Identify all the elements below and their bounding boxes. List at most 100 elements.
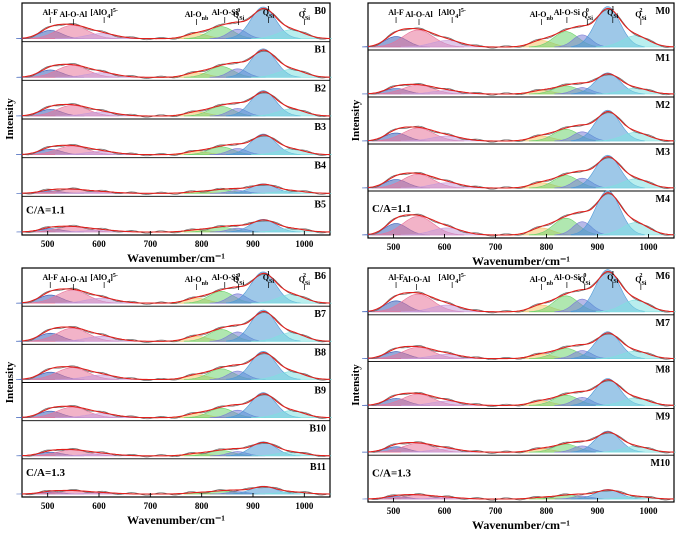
peak-label: QSi2	[635, 8, 647, 22]
peak-label: Al-O-Al	[405, 10, 433, 19]
ratio-label: C/A=1.1	[372, 203, 411, 215]
sample-label-B0: B0	[314, 6, 326, 17]
x-tick-label: 800	[540, 506, 554, 516]
peak-label: Al-Onb	[530, 275, 554, 287]
fitted-envelope	[367, 270, 674, 313]
fitted-envelope	[367, 192, 674, 236]
spectrum-M9	[362, 430, 676, 456]
spectrum-M1	[362, 72, 676, 98]
fitted-envelope	[21, 310, 330, 342]
x-axis-title: Wavenumber/cm⁻¹	[127, 251, 225, 265]
fitted-envelope	[367, 379, 674, 406]
fitted-envelope	[367, 111, 675, 142]
x-tick-label: 700	[489, 242, 503, 252]
sample-label-B2: B2	[314, 83, 326, 94]
spectrum-M4	[362, 190, 676, 237]
x-tick-label: 1000	[640, 242, 659, 252]
peak-label: [AlO4]5-	[90, 273, 118, 285]
x-tick-label: 900	[591, 242, 605, 252]
spectrum-B4	[16, 183, 332, 197]
measured-curve	[21, 135, 331, 157]
y-axis-title: Intensity	[350, 99, 362, 141]
spectrum-B5	[16, 218, 332, 234]
x-tick-label: 500	[41, 501, 55, 511]
x-tick-label: 500	[387, 242, 401, 252]
peak-label: Al-O-Si	[554, 273, 581, 282]
spectrum-M8	[362, 378, 676, 409]
spectrum-B2	[16, 90, 332, 120]
peak-label: QSi0	[233, 273, 245, 287]
measured-curve	[21, 394, 331, 420]
spectrum-M6	[362, 269, 676, 316]
peak-label: Al-F	[388, 8, 404, 17]
fitted-envelope	[21, 49, 330, 78]
fitted-envelope	[22, 183, 330, 194]
peak-label: QSi2	[635, 273, 647, 287]
spectrum-B6	[16, 271, 332, 307]
panel-bottom-left	[16, 267, 332, 498]
x-axis-title: Wavenumber/cm⁻¹	[127, 513, 225, 527]
sample-label-M3: M3	[656, 147, 670, 158]
spectrum-B9	[16, 392, 332, 422]
x-tick-label: 1000	[295, 501, 314, 511]
measured-curve	[367, 157, 675, 190]
sample-label-M8: M8	[656, 365, 670, 376]
ratio-label: C/A=1.3	[372, 467, 411, 479]
peak-label: Al-O-Al	[60, 275, 88, 284]
measured-curve	[21, 92, 331, 118]
x-tick-label: 600	[438, 506, 452, 516]
peak-label: Al-O-Si	[554, 8, 581, 17]
panel-top-left	[16, 2, 332, 236]
peak-label: Al-O-Si	[212, 8, 239, 17]
peak-label: [AlO4]5-	[438, 8, 466, 20]
sample-label-M9: M9	[656, 411, 670, 422]
sample-label-B9: B9	[314, 386, 326, 397]
x-tick-label: 700	[489, 506, 503, 516]
peak-label: QSi0	[233, 8, 245, 22]
peak-label: Al-F	[42, 273, 58, 282]
measured-curve	[21, 353, 331, 381]
peak-label: QSi1	[607, 6, 619, 20]
measured-curve	[367, 9, 675, 49]
sample-label-B4: B4	[314, 161, 326, 172]
peak-label: QSi1	[607, 271, 619, 285]
y-axis-title: Intensity	[350, 364, 362, 406]
sample-label-M4: M4	[656, 194, 670, 205]
spectrum-B0	[16, 6, 332, 43]
sample-label-B1: B1	[314, 45, 326, 56]
spectrum-B1	[16, 48, 332, 81]
x-tick-label: 700	[144, 501, 158, 511]
sample-label-B5: B5	[314, 199, 326, 210]
sample-label-B11: B11	[310, 462, 326, 473]
spectrum-B11	[16, 485, 332, 496]
x-axis-title: Wavenumber/cm⁻¹	[472, 518, 570, 532]
sample-label-B8: B8	[314, 347, 326, 358]
fitted-envelope	[22, 485, 330, 495]
x-tick-label: 900	[591, 506, 605, 516]
peak-label: QSi0	[579, 273, 591, 287]
x-axis-title: Wavenumber/cm⁻¹	[472, 254, 570, 268]
spectrum-B10	[16, 441, 332, 460]
sample-label-B3: B3	[314, 122, 326, 133]
x-tick-label: 900	[246, 501, 260, 511]
x-tick-label: 900	[246, 239, 260, 249]
spectrum-B3	[16, 133, 332, 159]
peak-label: QSi1	[263, 6, 275, 20]
sample-label-B10: B10	[309, 424, 326, 435]
measured-curve	[21, 443, 331, 458]
fitted-envelope	[21, 91, 330, 117]
sample-label-M0: M0	[656, 6, 670, 17]
x-tick-label: 600	[438, 242, 452, 252]
peak-label: QSi2	[299, 273, 311, 287]
spectrum-M0	[362, 6, 676, 51]
x-tick-label: 500	[387, 506, 401, 516]
sample-label-B7: B7	[314, 309, 326, 320]
peak-label: QSi1	[263, 271, 275, 285]
x-tick-label: 500	[41, 239, 55, 249]
fitted-envelope	[21, 352, 331, 381]
fitted-envelope	[367, 7, 674, 48]
peak-label: QSi0	[582, 8, 594, 22]
y-axis-title: Intensity	[4, 98, 16, 140]
fitted-envelope	[21, 441, 330, 457]
measured-curve	[367, 490, 675, 501]
